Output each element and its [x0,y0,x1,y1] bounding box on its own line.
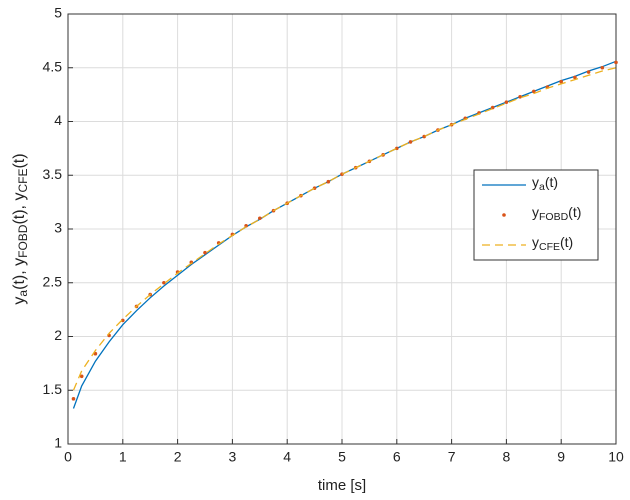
data-point [258,216,262,221]
data-point [408,140,413,144]
x-tick-label: 10 [608,449,624,465]
y-axis-label: ya(t), yFOBD(t), yCFE(t) [11,153,30,304]
data-point [586,70,591,74]
y-tick-label: 3 [54,220,62,236]
x-tick-label: 5 [338,449,346,465]
legend-label: yCFE(t) [532,234,573,253]
x-tick-label: 9 [557,449,565,465]
x-axis-label: time [s] [318,477,366,494]
y-tick-label: 4.5 [43,58,63,74]
y-tick-label: 1.5 [43,381,63,397]
plot-frame [67,13,617,445]
x-tick-label: 1 [119,449,127,465]
data-point [614,60,618,65]
x-tick-label: 7 [448,449,456,465]
data-point [79,374,84,379]
legend-marker [502,213,506,217]
x-tick-label: 8 [503,449,511,465]
data-point [532,89,536,94]
data-line [72,67,617,391]
data-point [203,250,207,255]
x-tick-label: 0 [64,449,72,465]
data-point [121,318,125,323]
x-tick-label: 2 [174,449,182,465]
y-tick-label: 5 [54,5,62,21]
y-tick-label: 3.5 [43,166,63,182]
data-point [162,280,166,285]
y-tick-label: 2.5 [43,273,63,289]
data-point [600,65,605,70]
data-point [326,179,331,184]
legend-label: yFOBD(t) [532,204,581,223]
legend-label: ya(t) [532,174,558,193]
data-point [559,79,563,84]
data-point [518,94,522,99]
x-tick-label: 3 [229,449,237,465]
y-tick-label: 2 [54,327,62,343]
x-tick-label: 4 [283,449,291,465]
y-tick-label: 1 [54,435,62,451]
data-point [573,75,577,80]
data-point [71,397,76,401]
y-tick-label: 4 [54,112,62,128]
x-tick-label: 6 [393,449,401,465]
data-point [504,100,509,104]
